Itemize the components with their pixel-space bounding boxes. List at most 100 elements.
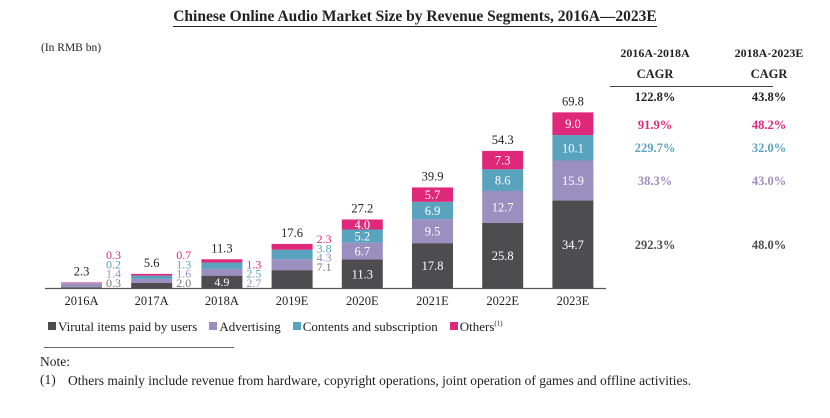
- data-label-outside: 4.3: [317, 251, 332, 265]
- cagr-value: 48.2%: [751, 118, 787, 132]
- legend-swatch: [292, 322, 301, 330]
- data-label-outside: 0.3: [106, 276, 121, 290]
- cagr-header-rule: [610, 86, 773, 87]
- data-label: 15.9: [562, 174, 584, 188]
- bar-segment-contents-and-subscription-2023E: [552, 135, 594, 161]
- bar-segment-contents-and-subscription-2018A: [201, 262, 243, 269]
- data-label-outside: 2.0: [176, 276, 191, 290]
- cagr-row: 91.9% 48.2%: [598, 118, 826, 133]
- bar-segment-advertising-2022E: [482, 190, 524, 223]
- total-label: 5.6: [144, 256, 160, 270]
- bar-segment-contents-and-subscription-2019E: [271, 249, 313, 260]
- data-label: 9.0: [565, 117, 581, 131]
- bar-segment-others-2023E: [552, 112, 594, 136]
- cagr-value: 122.8%: [634, 90, 676, 104]
- data-label-outside: 2.3: [317, 232, 332, 246]
- data-label: 6.7: [354, 245, 370, 259]
- bar-segment-virutal-items-paid-by-users-2017A: [131, 282, 173, 288]
- data-label: 11.3: [352, 267, 373, 281]
- bar-segment-advertising-2017A: [131, 278, 173, 283]
- bar-segment-virutal-items-paid-by-users-2020E: [341, 259, 383, 288]
- data-label-outside: 0.3: [106, 248, 121, 262]
- note-heading: Note:: [40, 354, 70, 369]
- data-label: 7.3: [495, 154, 511, 168]
- data-label: 12.7: [492, 200, 514, 214]
- data-label: 25.8: [492, 249, 514, 263]
- cagr-value: 91.9%: [637, 118, 673, 132]
- bar-segment-advertising-2020E: [341, 242, 383, 260]
- total-label: 2.3: [74, 264, 90, 278]
- bar-segment-others-2019E: [271, 243, 313, 250]
- legend-item-others: Others(1): [449, 319, 503, 335]
- bar-segment-advertising-2016A: [61, 283, 102, 288]
- category-label: 2017A: [135, 294, 169, 308]
- bar-segment-contents-and-subscription-2022E: [482, 169, 524, 191]
- bar-segment-others-2021E: [412, 187, 453, 202]
- cagr-period-2: 2018A-2023E: [734, 46, 804, 60]
- cagr-row: 292.3% 48.0%: [598, 238, 826, 253]
- bar-segment-contents-and-subscription-2021E: [412, 201, 453, 220]
- footnote-number: (1): [40, 372, 56, 387]
- total-label: 17.6: [281, 226, 303, 240]
- cagr-label-1: CAGR: [636, 67, 674, 81]
- cagr-value: 43.8%: [751, 90, 787, 104]
- bar-segment-virutal-items-paid-by-users-2023E: [552, 200, 594, 288]
- bar-segment-virutal-items-paid-by-users-2018A: [201, 275, 243, 288]
- data-label-outside: 1.3: [176, 257, 191, 271]
- bar-segment-virutal-items-paid-by-users-2019E: [271, 270, 313, 288]
- total-label: 69.8: [562, 94, 584, 108]
- cagr-table-header: 2016A-2018A 2018A-2023E CAGR CAGR: [598, 46, 826, 87]
- bar-segment-virutal-items-paid-by-users-2021E: [412, 243, 453, 288]
- data-label-outside: 1.3: [246, 257, 261, 271]
- category-label: 2020E: [346, 294, 379, 308]
- chart-title: Chinese Online Audio Market Size by Reve…: [173, 8, 657, 27]
- cagr-row: 122.8% 43.8%: [598, 90, 826, 105]
- data-label: 6.9: [425, 204, 441, 218]
- data-label-outside: 1.6: [176, 267, 191, 281]
- cagr-value: 48.0%: [751, 238, 787, 252]
- category-label: 2023E: [557, 294, 590, 308]
- category-label: 2022E: [486, 294, 519, 308]
- cagr-row: 229.7% 32.0%: [598, 141, 826, 156]
- category-label: 2019E: [276, 294, 309, 308]
- bar-segment-virutal-items-paid-by-users-2016A: [61, 287, 102, 288]
- data-label: 8.6: [495, 174, 511, 188]
- data-label-outside: 0.2: [106, 257, 121, 271]
- bar-segment-advertising-2021E: [412, 219, 453, 244]
- category-label: 2018A: [205, 294, 239, 308]
- data-label-outside: 2.7: [246, 276, 261, 290]
- legend-item-advertising: Advertising: [209, 319, 281, 335]
- bar-segment-others-2016A: [61, 282, 102, 284]
- bar-segment-others-2022E: [482, 150, 524, 170]
- total-label: 27.2: [351, 201, 373, 215]
- bar-segment-advertising-2019E: [271, 259, 313, 271]
- bar-segment-others-2017A: [131, 273, 173, 276]
- legend-swatch: [48, 322, 56, 330]
- cagr-value: 292.3%: [634, 238, 676, 252]
- bar-segment-virutal-items-paid-by-users-2022E: [482, 222, 524, 288]
- data-label: 17.8: [422, 259, 444, 273]
- bar-segment-advertising-2023E: [552, 160, 594, 201]
- legend-divider: [44, 347, 234, 348]
- data-label: 4.9: [214, 275, 229, 289]
- data-label-outside: 2.5: [246, 267, 261, 281]
- legend-swatch: [449, 322, 458, 330]
- data-label: 5.2: [354, 230, 370, 244]
- legend-item-contents: Contents and subscription: [292, 319, 438, 335]
- cagr-value: 43.0%: [751, 174, 787, 188]
- bar-segment-contents-and-subscription-2016A: [61, 283, 102, 284]
- footnote-text: Others mainly include revenue from hardw…: [68, 373, 692, 388]
- legend: Virutal items paid by users Advertising …: [48, 319, 503, 335]
- data-label: 10.1: [562, 141, 584, 155]
- total-label: 39.9: [422, 169, 444, 183]
- bar-segment-others-2020E: [341, 219, 383, 230]
- data-label-outside: 3.8: [317, 241, 332, 255]
- data-label-outside: 7.1: [317, 260, 332, 274]
- data-label: 4.0: [354, 218, 370, 232]
- cagr-row: 38.3% 43.0%: [598, 174, 826, 189]
- bar-segment-contents-and-subscription-2020E: [341, 229, 383, 243]
- data-label: 5.7: [425, 188, 441, 202]
- cagr-value: 38.3%: [637, 174, 673, 188]
- cagr-period-1: 2016A-2018A: [620, 46, 690, 60]
